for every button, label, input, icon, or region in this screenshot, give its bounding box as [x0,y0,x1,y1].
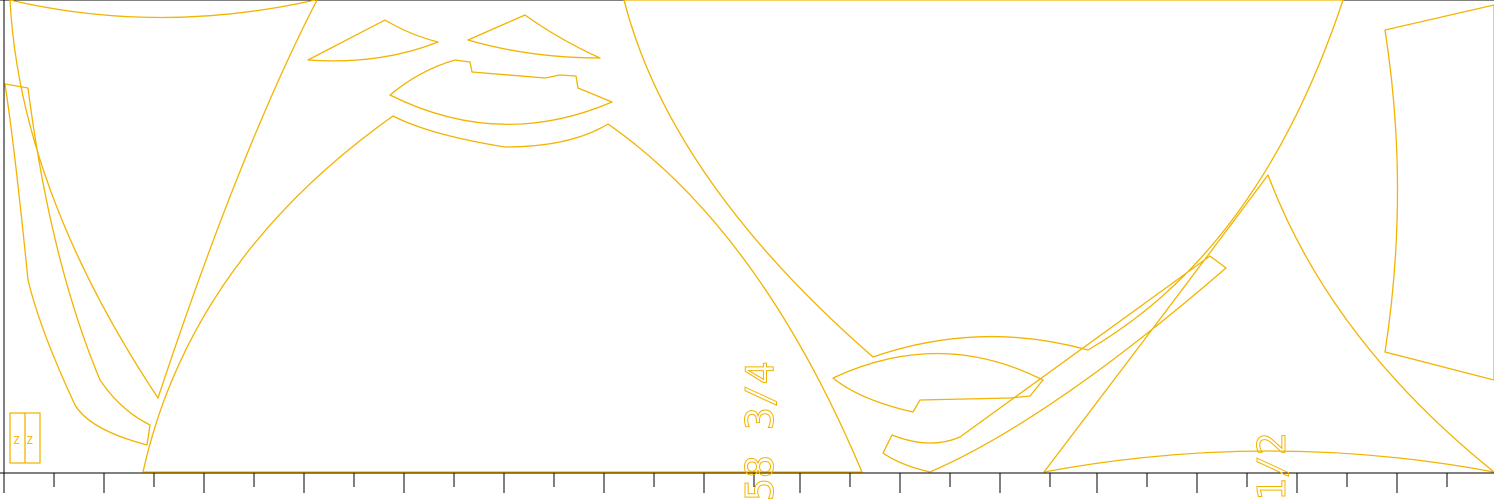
piece-right-panel [1384,4,1494,381]
piece-top-left-arc [9,0,316,19]
marker-letters: Z Z [13,434,33,447]
piece-center-dome [142,115,863,473]
pattern-pieces [4,0,1494,473]
piece-large-bowl [623,0,1344,358]
piece-tall-left-triangle [9,0,318,399]
piece-small-wedge-left [307,19,439,62]
piece-diagonal-strip [882,255,1227,473]
annotation-five-eighths: 58 [738,455,782,501]
piece-small-wedge-right [467,14,601,59]
piece-right-triangle [1043,174,1494,473]
annotation-one-half: 1/2 [1250,432,1294,501]
piece-left-strip [4,83,151,446]
ruler-ticks [3,473,1448,493]
piece-upper-band [389,59,613,125]
piece-mid-crescent [832,352,1044,413]
annotation-three-quarter: 3/4 [738,361,782,430]
